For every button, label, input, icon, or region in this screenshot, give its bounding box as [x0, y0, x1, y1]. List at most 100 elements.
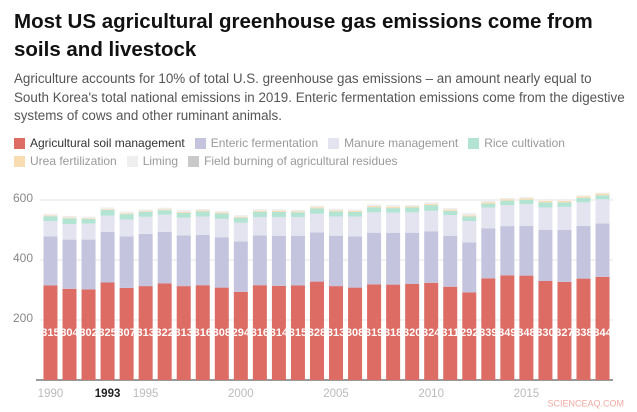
bar-segment	[329, 209, 344, 211]
legend-item[interactable]: Manure management	[328, 135, 458, 151]
bar-segment	[576, 196, 591, 198]
bar-segment	[386, 206, 401, 209]
bar-segment	[500, 226, 515, 276]
bar-segment	[119, 219, 134, 237]
bar-segment	[138, 216, 153, 234]
y-tick-label: 600	[13, 191, 33, 205]
bar-segment	[557, 200, 572, 203]
bar-segment	[290, 236, 305, 286]
legend-swatch	[328, 137, 340, 149]
bar-segment	[405, 206, 420, 208]
legend-label: Enteric fermentation	[210, 136, 319, 150]
legend-label: Rice cultivation	[484, 136, 565, 150]
bar-segment	[100, 207, 115, 210]
bar-segment	[271, 236, 286, 286]
bar-segment	[329, 286, 344, 380]
bar-segment	[43, 216, 58, 221]
data-label: 307	[117, 327, 135, 339]
data-label: 319	[365, 327, 383, 339]
bar-segment	[595, 199, 610, 224]
bar-segment	[405, 205, 420, 207]
legend-item[interactable]: Liming	[126, 153, 178, 169]
bar-segment	[214, 218, 229, 238]
data-label: 316	[194, 327, 212, 339]
bar-segment	[424, 203, 439, 206]
legend-item[interactable]: Field burning of agricultural residues	[188, 153, 398, 169]
data-label: 349	[498, 327, 516, 339]
bar-segment	[309, 208, 324, 214]
bar-segment	[595, 223, 610, 277]
bar-segment	[43, 221, 58, 237]
bar-segment	[309, 213, 324, 233]
bar-segment	[195, 211, 210, 217]
bar-segment	[62, 218, 77, 224]
bar-segment	[176, 210, 191, 213]
x-tick-label: 2005	[323, 388, 349, 400]
data-label: 313	[136, 327, 154, 339]
data-label: 348	[517, 327, 535, 339]
data-label: 338	[574, 327, 592, 339]
bar-segment	[119, 236, 134, 288]
bar-segment	[519, 198, 534, 200]
bar-segment	[157, 231, 172, 284]
bar-segment	[462, 292, 477, 380]
bar-segment	[138, 210, 153, 212]
bar-segment	[481, 202, 496, 204]
bar-segment	[424, 210, 439, 232]
bar-segment	[367, 212, 382, 233]
bar-segment	[157, 208, 172, 210]
legend-item[interactable]: Agricultural soil management	[14, 135, 185, 151]
bar-segment	[252, 209, 267, 211]
bar-segment	[271, 210, 286, 212]
chart-title: Most US agricultural greenhouse gas emis…	[14, 10, 593, 61]
bar-segment	[538, 199, 553, 201]
y-tick-label: 200	[13, 311, 33, 325]
bar-segment	[538, 281, 553, 380]
x-tick-label: 1995	[133, 388, 159, 400]
bar-segment	[576, 197, 591, 203]
x-tick-label: 1990	[38, 388, 64, 400]
legend-label: Field burning of agricultural residues	[204, 154, 398, 168]
bar-segment	[176, 235, 191, 287]
bar-segment	[329, 210, 344, 212]
bar-segment	[500, 199, 515, 201]
bar-segment	[176, 286, 191, 380]
legend-item[interactable]: Urea fertilization	[14, 153, 117, 169]
bar-segment	[405, 284, 420, 380]
bar-segment	[233, 216, 248, 218]
bar-segment	[214, 287, 229, 380]
bar-segment	[309, 207, 324, 209]
bar-segment	[424, 282, 439, 380]
bar-segment	[43, 215, 58, 217]
legend-label: Urea fertilization	[30, 154, 117, 168]
bar-segment	[138, 211, 153, 217]
bar-segment	[462, 242, 477, 293]
bar-segment	[252, 217, 267, 236]
bar-segment	[576, 225, 591, 279]
data-label: 327	[555, 327, 573, 339]
bar-segment	[100, 215, 115, 232]
bar-segment	[309, 205, 324, 208]
bar-segment	[519, 199, 534, 205]
data-label: 322	[156, 327, 174, 339]
data-label: 316	[251, 327, 269, 339]
bar-segment	[176, 217, 191, 236]
legend-item[interactable]: Enteric fermentation	[194, 135, 319, 151]
bar-segment	[538, 207, 553, 230]
bar-segment	[233, 241, 248, 292]
bar-segment	[233, 222, 248, 242]
bar-segment	[462, 215, 477, 217]
data-label: 313	[175, 327, 193, 339]
bar-segment	[62, 288, 77, 380]
data-label: 328	[308, 327, 326, 339]
bar-segment	[443, 236, 458, 287]
y-tick-label: 400	[13, 251, 33, 265]
bar-segment	[290, 212, 305, 218]
bar-segment	[309, 281, 324, 380]
bar-segment	[100, 209, 115, 216]
bar-segment	[595, 193, 610, 196]
legend-item[interactable]: Rice cultivation	[468, 135, 565, 151]
bar-segment	[424, 231, 439, 283]
data-label: 330	[536, 327, 554, 339]
legend-swatch	[126, 155, 138, 167]
